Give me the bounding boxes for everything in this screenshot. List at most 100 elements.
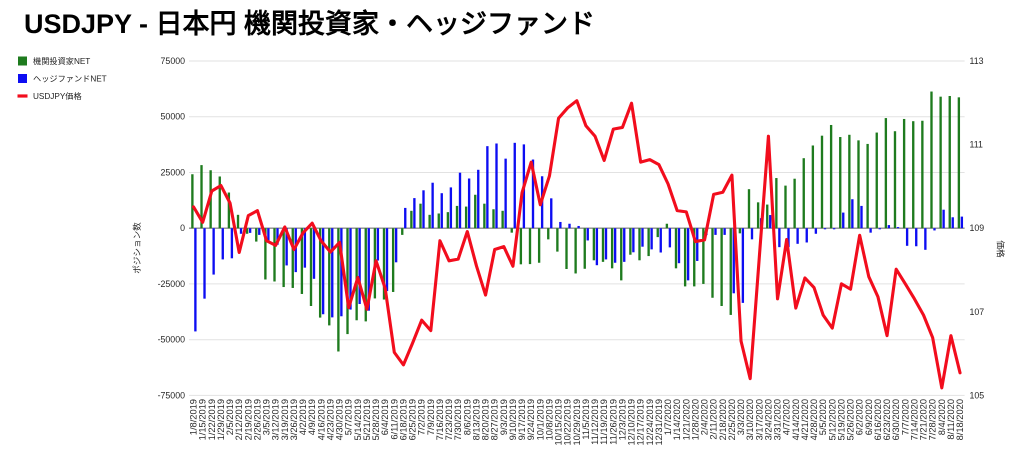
svg-text:7/16/2019: 7/16/2019	[435, 399, 445, 440]
svg-text:3/17/2020: 3/17/2020	[754, 399, 764, 440]
svg-text:7/23/2019: 7/23/2019	[444, 399, 454, 440]
svg-text:3/19/2019: 3/19/2019	[280, 399, 290, 440]
svg-text:6/4/2019: 6/4/2019	[380, 399, 390, 435]
svg-text:3/5/2019: 3/5/2019	[262, 399, 272, 435]
svg-text:2/11/2020: 2/11/2020	[709, 399, 719, 440]
svg-text:9/24/2019: 9/24/2019	[526, 399, 536, 440]
svg-text:4/28/2020: 4/28/2020	[809, 399, 819, 440]
svg-text:12/31/2019: 12/31/2019	[654, 399, 664, 446]
svg-text:7/9/2019: 7/9/2019	[426, 399, 436, 435]
svg-text:1/21/2020: 1/21/2020	[681, 399, 691, 440]
svg-text:2/19/2019: 2/19/2019	[243, 399, 253, 440]
svg-text:6/9/2020: 6/9/2020	[864, 399, 874, 435]
svg-text:7/21/2020: 7/21/2020	[919, 399, 929, 440]
svg-text:12/24/2019: 12/24/2019	[645, 399, 655, 446]
svg-text:5/26/2020: 5/26/2020	[846, 399, 856, 440]
svg-text:6/30/2020: 6/30/2020	[891, 399, 901, 440]
svg-text:7/30/2019: 7/30/2019	[453, 399, 463, 440]
svg-text:2/26/2019: 2/26/2019	[252, 399, 262, 440]
svg-text:11/19/2019: 11/19/2019	[599, 399, 609, 445]
svg-text:機関投資家NET: 機関投資家NET	[33, 56, 90, 66]
svg-text:USDJPY価格: USDJPY価格	[33, 91, 82, 101]
svg-text:1/29/2019: 1/29/2019	[216, 399, 226, 440]
svg-text:USDJPY - 日本円 機関投資家・ヘッジファンド: USDJPY - 日本円 機関投資家・ヘッジファンド	[24, 8, 595, 39]
svg-text:3/10/2020: 3/10/2020	[745, 399, 755, 440]
svg-text:4/23/2019: 4/23/2019	[325, 399, 335, 440]
svg-text:-50000: -50000	[158, 335, 185, 345]
svg-text:9/3/2019: 9/3/2019	[499, 399, 509, 435]
svg-text:105: 105	[970, 390, 985, 400]
svg-text:1/8/2019: 1/8/2019	[189, 399, 199, 435]
svg-text:0: 0	[180, 223, 185, 233]
svg-text:7/14/2020: 7/14/2020	[909, 399, 919, 440]
svg-text:5/12/2020: 5/12/2020	[827, 399, 837, 440]
svg-text:7/28/2020: 7/28/2020	[928, 399, 938, 440]
svg-text:4/7/2020: 4/7/2020	[782, 399, 792, 435]
svg-text:9/10/2019: 9/10/2019	[508, 399, 518, 440]
svg-text:4/21/2020: 4/21/2020	[800, 399, 810, 440]
svg-text:ポジション数: ポジション数	[131, 222, 142, 274]
svg-text:12/10/2019: 12/10/2019	[627, 399, 637, 446]
svg-text:5/14/2019: 5/14/2019	[353, 399, 363, 440]
svg-text:6/18/2019: 6/18/2019	[398, 399, 408, 440]
svg-text:11/26/2019: 11/26/2019	[608, 399, 618, 445]
svg-text:113: 113	[970, 56, 984, 66]
svg-text:1/28/2020: 1/28/2020	[690, 399, 700, 440]
svg-text:111: 111	[970, 140, 983, 150]
svg-text:3/31/2020: 3/31/2020	[773, 399, 783, 440]
svg-text:1/14/2020: 1/14/2020	[672, 399, 682, 440]
svg-text:-25000: -25000	[158, 279, 185, 289]
svg-text:6/25/2019: 6/25/2019	[408, 399, 418, 440]
svg-text:4/14/2020: 4/14/2020	[791, 399, 801, 440]
svg-text:8/4/2020: 8/4/2020	[937, 399, 947, 435]
svg-text:10/22/2019: 10/22/2019	[563, 399, 573, 446]
svg-text:10/15/2019: 10/15/2019	[554, 399, 564, 446]
svg-text:1/15/2019: 1/15/2019	[198, 399, 208, 440]
svg-text:-75000: -75000	[158, 390, 185, 400]
svg-text:50000: 50000	[161, 112, 186, 122]
svg-text:5/7/2019: 5/7/2019	[344, 399, 354, 435]
svg-text:1/7/2020: 1/7/2020	[663, 399, 673, 435]
svg-text:107: 107	[970, 307, 985, 317]
svg-text:4/16/2019: 4/16/2019	[316, 399, 326, 440]
svg-text:6/2/2020: 6/2/2020	[855, 399, 865, 435]
svg-text:3/24/2020: 3/24/2020	[763, 399, 773, 440]
svg-text:25000: 25000	[161, 168, 186, 178]
svg-text:8/6/2019: 8/6/2019	[462, 399, 472, 435]
svg-text:8/20/2019: 8/20/2019	[481, 399, 491, 440]
svg-text:5/28/2019: 5/28/2019	[371, 399, 381, 440]
svg-text:6/16/2020: 6/16/2020	[873, 399, 883, 440]
svg-text:8/11/2020: 8/11/2020	[946, 399, 956, 440]
svg-text:12/17/2019: 12/17/2019	[636, 399, 646, 446]
svg-text:5/5/2020: 5/5/2020	[818, 399, 828, 435]
svg-text:1/22/2019: 1/22/2019	[207, 399, 217, 440]
svg-text:10/1/2019: 10/1/2019	[535, 399, 545, 440]
svg-text:7/7/2020: 7/7/2020	[900, 399, 910, 435]
svg-text:109: 109	[970, 223, 985, 233]
svg-text:ヘッジファンドNET: ヘッジファンドNET	[33, 75, 107, 84]
svg-text:75000: 75000	[161, 56, 186, 66]
svg-text:2/12/2019: 2/12/2019	[234, 399, 244, 440]
svg-text:5/21/2019: 5/21/2019	[362, 399, 372, 440]
svg-text:7/2/2019: 7/2/2019	[417, 399, 427, 435]
svg-text:価格: 価格	[996, 240, 1007, 258]
svg-text:4/30/2019: 4/30/2019	[335, 399, 345, 440]
svg-text:2/5/2019: 2/5/2019	[225, 399, 235, 435]
svg-text:2/18/2020: 2/18/2020	[718, 399, 728, 440]
svg-text:11/12/2019: 11/12/2019	[590, 399, 600, 445]
svg-text:9/17/2019: 9/17/2019	[517, 399, 527, 440]
svg-text:8/18/2020: 8/18/2020	[955, 399, 965, 440]
svg-text:6/23/2020: 6/23/2020	[882, 399, 892, 440]
svg-text:3/3/2020: 3/3/2020	[736, 399, 746, 435]
svg-text:10/29/2019: 10/29/2019	[572, 399, 582, 446]
svg-text:8/13/2019: 8/13/2019	[471, 399, 481, 440]
svg-text:10/8/2019: 10/8/2019	[544, 399, 554, 440]
svg-text:4/2/2019: 4/2/2019	[298, 399, 308, 435]
svg-text:11/5/2019: 11/5/2019	[581, 399, 591, 440]
svg-text:4/9/2019: 4/9/2019	[307, 399, 317, 435]
svg-text:3/12/2019: 3/12/2019	[271, 399, 281, 440]
svg-text:8/27/2019: 8/27/2019	[490, 399, 500, 440]
svg-text:5/19/2020: 5/19/2020	[836, 399, 846, 440]
svg-text:2/4/2020: 2/4/2020	[700, 399, 710, 435]
svg-text:12/3/2019: 12/3/2019	[617, 399, 627, 440]
